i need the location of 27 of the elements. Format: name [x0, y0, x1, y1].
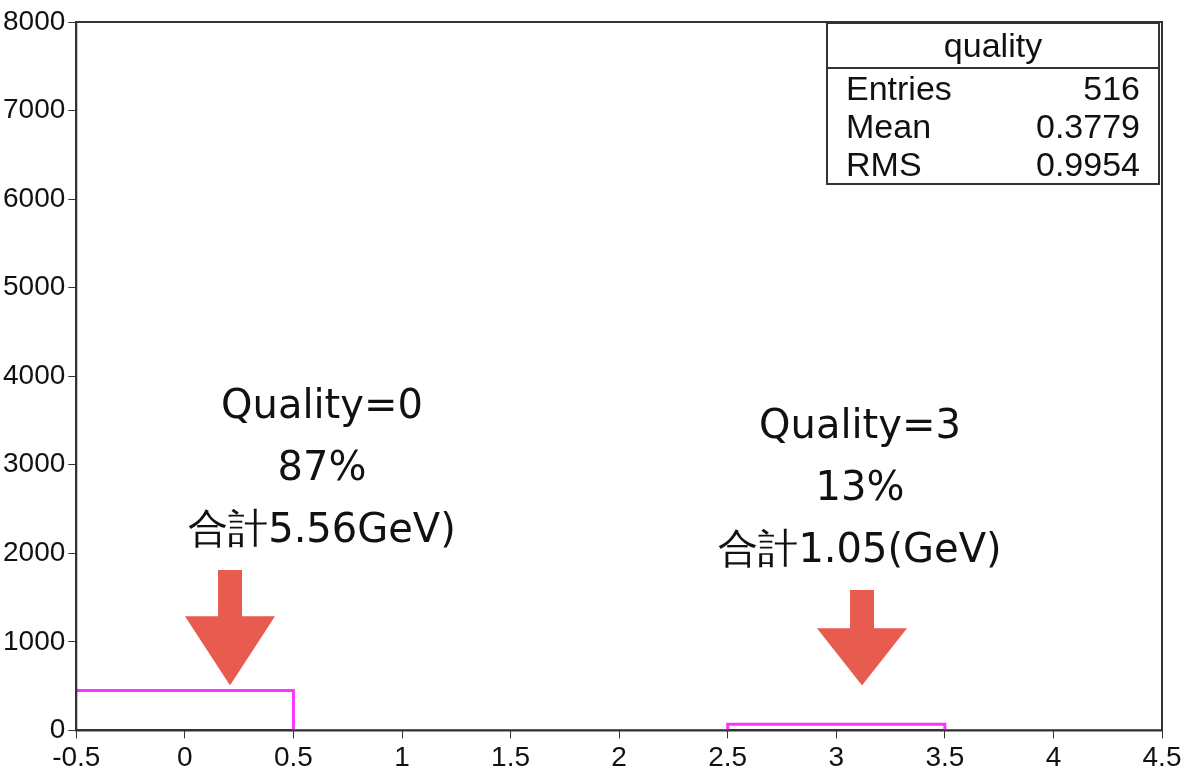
x-tick-label: 1: [394, 740, 410, 772]
annotation: 0.9954: [1036, 145, 1140, 183]
annotation: Entries: [846, 69, 952, 107]
y-tick-label: 1000: [2, 624, 66, 656]
x-tick-label: 0.5: [273, 740, 313, 772]
y-tick-label: 7000: [2, 93, 66, 125]
annotation: Mean: [846, 107, 932, 145]
y-tick-label: 4000: [2, 358, 66, 390]
annotation: 0.3779: [1036, 107, 1140, 145]
y-tick-label: 8000: [2, 4, 66, 36]
y-tick-label: 6000: [2, 181, 66, 213]
y-tick-label: 2000: [2, 536, 66, 568]
y-tick-label: 5000: [2, 270, 66, 302]
x-tick-label: 1.5: [491, 740, 531, 772]
annotation: quality: [828, 24, 1158, 69]
x-tick-label: 3: [828, 740, 845, 772]
annotation: Quality=0 87% 合計5.56GeV): [188, 381, 456, 552]
x-tick-label: 3.5: [925, 740, 965, 772]
y-tick-label: 3000: [2, 447, 66, 479]
annotation: 516: [1083, 69, 1140, 107]
x-tick-label: 0: [177, 740, 193, 772]
annotation: RMS: [846, 145, 922, 183]
x-tick-label: 4: [1045, 740, 1062, 772]
x-tick-label: 4.5: [1142, 740, 1182, 772]
x-tick-label: 2.5: [708, 740, 748, 772]
annotation: Quality=3 13% 合計1.05(GeV): [718, 401, 1002, 572]
x-tick-label: 2: [611, 740, 627, 772]
